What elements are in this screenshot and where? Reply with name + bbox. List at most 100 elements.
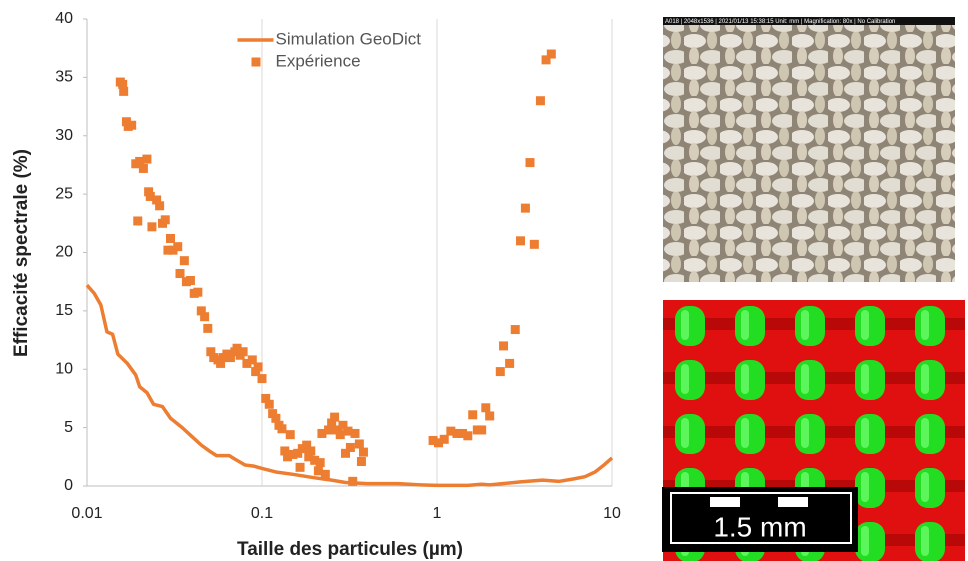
data-point bbox=[324, 425, 334, 435]
data-point bbox=[505, 358, 515, 368]
y-tick-label: 10 bbox=[55, 360, 73, 377]
scale-bar-box bbox=[662, 487, 858, 552]
data-point bbox=[121, 117, 131, 127]
data-point bbox=[138, 163, 148, 173]
data-point bbox=[118, 79, 128, 89]
y-tick-label: 0 bbox=[64, 477, 73, 494]
data-point bbox=[345, 442, 355, 452]
data-point bbox=[216, 358, 226, 368]
photo: A018 | 2048x1536 | 2021/01/13 15:38:15 U… bbox=[663, 17, 955, 282]
y-tick-label: 40 bbox=[55, 10, 73, 27]
data-point bbox=[304, 452, 314, 462]
scale-bar-tick bbox=[710, 497, 740, 507]
data-point bbox=[340, 448, 350, 458]
data-point bbox=[434, 438, 444, 448]
data-point bbox=[179, 256, 189, 266]
data-point bbox=[535, 96, 545, 106]
y-tick-label: 35 bbox=[55, 69, 73, 86]
data-point bbox=[495, 367, 505, 377]
data-point bbox=[348, 476, 358, 486]
data-point bbox=[525, 158, 535, 168]
scale-bar-label: 1.5 mm bbox=[713, 511, 806, 542]
y-axis-title: Efficacité spectrale (%) bbox=[11, 149, 32, 357]
data-point bbox=[185, 276, 195, 286]
data-point bbox=[510, 325, 520, 335]
data-point bbox=[285, 430, 295, 440]
data-point bbox=[271, 413, 281, 423]
data-point bbox=[206, 347, 216, 357]
data-point bbox=[485, 411, 495, 421]
legend-label: Expérience bbox=[276, 51, 361, 70]
legend-swatch bbox=[251, 57, 261, 67]
data-point bbox=[293, 448, 303, 458]
data-point bbox=[335, 430, 345, 440]
legend: Simulation GeoDict Expérience bbox=[237, 29, 421, 70]
x-tick-label: 1 bbox=[433, 505, 442, 522]
data-point bbox=[203, 323, 213, 333]
y-tick-label: 20 bbox=[55, 244, 73, 261]
data-point bbox=[463, 431, 473, 441]
y-tick-label: 25 bbox=[55, 185, 73, 202]
data-point bbox=[163, 245, 173, 255]
data-point bbox=[446, 426, 456, 436]
scale-bar-tick bbox=[778, 497, 808, 507]
data-point bbox=[477, 425, 487, 435]
data-point bbox=[168, 245, 178, 255]
data-point bbox=[142, 154, 152, 164]
data-point bbox=[313, 466, 323, 476]
data-point bbox=[520, 203, 530, 213]
data-point bbox=[277, 424, 287, 434]
data-point bbox=[232, 343, 242, 353]
photo-caption: A018 | 2048x1536 | 2021/01/13 15:38:15 U… bbox=[665, 19, 895, 25]
x-tick-label: 0.01 bbox=[71, 505, 102, 522]
data-point bbox=[257, 374, 267, 384]
data-point bbox=[310, 455, 320, 465]
data-point bbox=[338, 420, 348, 430]
data-point bbox=[247, 355, 257, 365]
data-point bbox=[225, 353, 235, 363]
data-point bbox=[238, 347, 248, 357]
series-line bbox=[85, 284, 614, 488]
y-tick-label: 15 bbox=[55, 302, 73, 319]
data-point bbox=[350, 428, 360, 438]
data-point bbox=[175, 269, 185, 279]
data-point bbox=[261, 393, 271, 403]
data-point bbox=[251, 367, 261, 377]
data-point bbox=[253, 362, 263, 372]
y-tick-label: 5 bbox=[64, 419, 73, 436]
data-point bbox=[354, 439, 364, 449]
photo-header bbox=[663, 17, 955, 25]
data-point bbox=[288, 449, 298, 459]
data-point bbox=[280, 446, 290, 456]
data-point bbox=[317, 428, 327, 438]
data-point bbox=[283, 452, 293, 462]
data-point bbox=[315, 458, 325, 468]
data-point bbox=[358, 447, 368, 457]
data-point bbox=[144, 187, 154, 197]
data-point bbox=[499, 341, 509, 351]
data-point bbox=[196, 306, 206, 316]
data-point bbox=[147, 222, 157, 232]
data-point bbox=[546, 49, 556, 59]
data-point bbox=[173, 242, 183, 252]
data-point bbox=[295, 462, 305, 472]
data-point bbox=[529, 239, 539, 249]
data-point bbox=[268, 409, 278, 419]
data-point bbox=[343, 426, 353, 436]
x-tick-label: 0.1 bbox=[251, 505, 273, 522]
data-point bbox=[452, 428, 462, 438]
data-point bbox=[133, 216, 143, 226]
plot: 0.01 0.1 1 10 0 5 10 15 20 25 30 35 40 bbox=[55, 10, 621, 522]
data-point bbox=[330, 412, 340, 422]
data-point bbox=[439, 434, 449, 444]
data-point bbox=[327, 418, 337, 428]
data-point bbox=[242, 358, 252, 368]
fabric-photo bbox=[663, 17, 955, 282]
data-point bbox=[135, 156, 145, 166]
data-point bbox=[193, 287, 203, 297]
data-point bbox=[200, 312, 210, 322]
data-point bbox=[332, 425, 342, 435]
data-point bbox=[458, 428, 468, 438]
scale-bar-frame bbox=[670, 492, 852, 544]
